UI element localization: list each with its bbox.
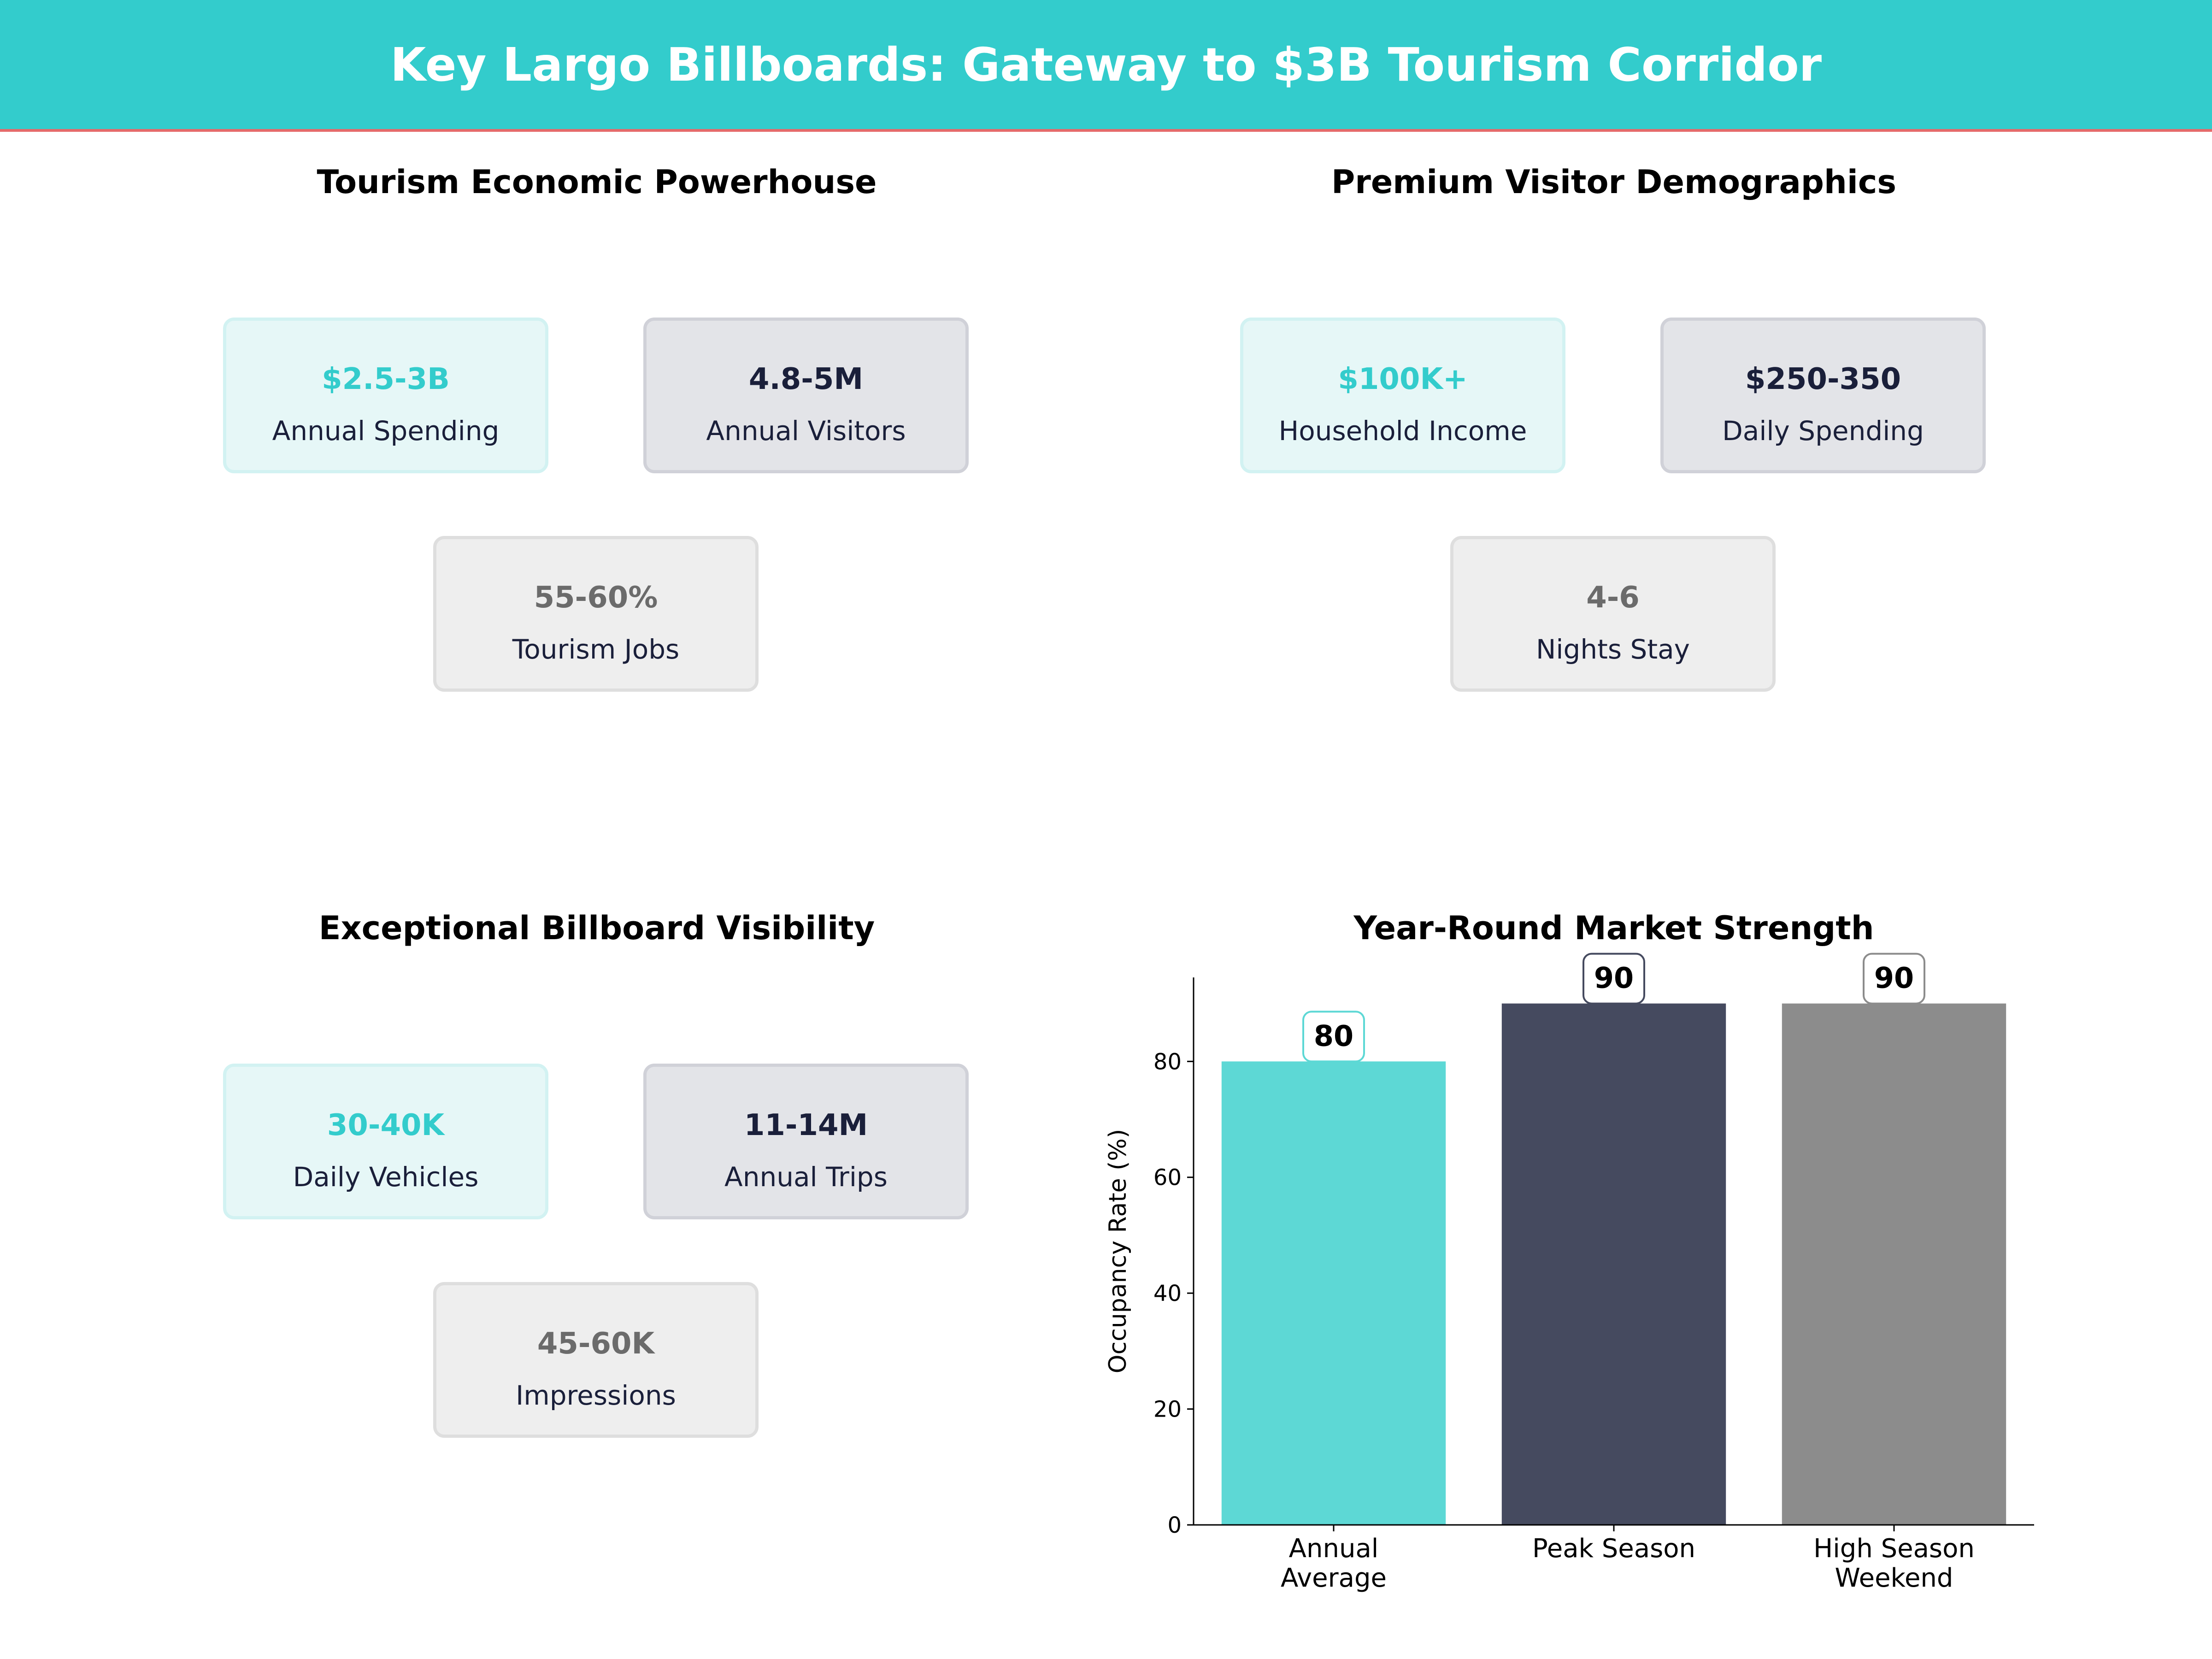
stat-card: 45-60K Impressions xyxy=(433,1282,759,1438)
x-tick-label: Peak Season xyxy=(1532,1534,1695,1564)
stat-card: 4-6 Nights Stay xyxy=(1450,536,1776,692)
stat-label: Nights Stay xyxy=(1536,634,1690,665)
data-label: 80 xyxy=(1314,1019,1353,1053)
stat-value: $250-350 xyxy=(1745,362,1901,396)
stat-value: 4-6 xyxy=(1586,581,1640,615)
chart-title: Year-Round Market Strength xyxy=(1353,909,1874,947)
stat-card: $250-350 Daily Spending xyxy=(1660,318,1986,473)
panel-title: Tourism Economic Powerhouse xyxy=(317,163,877,201)
bar xyxy=(1782,1003,2006,1525)
x-tick-label: Average xyxy=(1281,1563,1387,1593)
panel-title: Premium Visitor Demographics xyxy=(1331,163,1896,201)
stat-card: 30-40K Daily Vehicles xyxy=(223,1064,548,1219)
x-tick-label: High Season xyxy=(1813,1534,1975,1564)
bar xyxy=(1221,1061,1446,1525)
stat-value: 11-14M xyxy=(744,1108,868,1142)
stat-value: $2.5-3B xyxy=(322,362,450,396)
x-tick-label: Weekend xyxy=(1835,1563,1953,1593)
stat-value: 4.8-5M xyxy=(748,362,864,396)
stat-value: $100K+ xyxy=(1338,362,1468,396)
y-tick-label: 40 xyxy=(1153,1281,1182,1306)
stat-label: Annual Trips xyxy=(724,1161,888,1193)
y-axis-label: Occupancy Rate (%) xyxy=(1104,1129,1132,1374)
stat-card: 55-60% Tourism Jobs xyxy=(433,536,759,692)
stat-value: 55-60% xyxy=(534,581,658,615)
y-tick-label: 60 xyxy=(1153,1165,1182,1191)
y-tick-label: 0 xyxy=(1167,1512,1182,1538)
x-tick-label: Annual xyxy=(1289,1534,1379,1564)
stat-label: Impressions xyxy=(516,1380,676,1411)
data-label: 90 xyxy=(1594,961,1634,995)
stat-card: $2.5-3B Annual Spending xyxy=(223,318,548,473)
stat-label: Annual Spending xyxy=(272,415,500,447)
stat-label: Annual Visitors xyxy=(706,415,906,447)
header-banner: Key Largo Billboards: Gateway to $3B Tou… xyxy=(0,0,2212,132)
stat-label: Daily Spending xyxy=(1722,415,1924,447)
stat-card: $100K+ Household Income xyxy=(1240,318,1565,473)
data-label-box xyxy=(1863,953,1925,1005)
y-tick-label: 20 xyxy=(1153,1397,1182,1423)
data-label-box xyxy=(1302,1011,1365,1063)
data-label: 90 xyxy=(1874,961,1914,995)
stat-card: 4.8-5M Annual Visitors xyxy=(643,318,969,473)
stat-value: 45-60K xyxy=(537,1327,655,1361)
y-tick-label: 80 xyxy=(1153,1049,1182,1075)
panel-title: Exceptional Billboard Visibility xyxy=(318,909,875,947)
stat-card: 11-14M Annual Trips xyxy=(643,1064,969,1219)
stat-value: 30-40K xyxy=(327,1108,445,1142)
stat-label: Daily Vehicles xyxy=(293,1161,479,1193)
stat-label: Tourism Jobs xyxy=(512,634,680,665)
page-title: Key Largo Billboards: Gateway to $3B Tou… xyxy=(390,37,1822,92)
stat-label: Household Income xyxy=(1278,415,1527,447)
data-label-box xyxy=(1583,953,1645,1005)
bar xyxy=(1501,1003,1726,1525)
